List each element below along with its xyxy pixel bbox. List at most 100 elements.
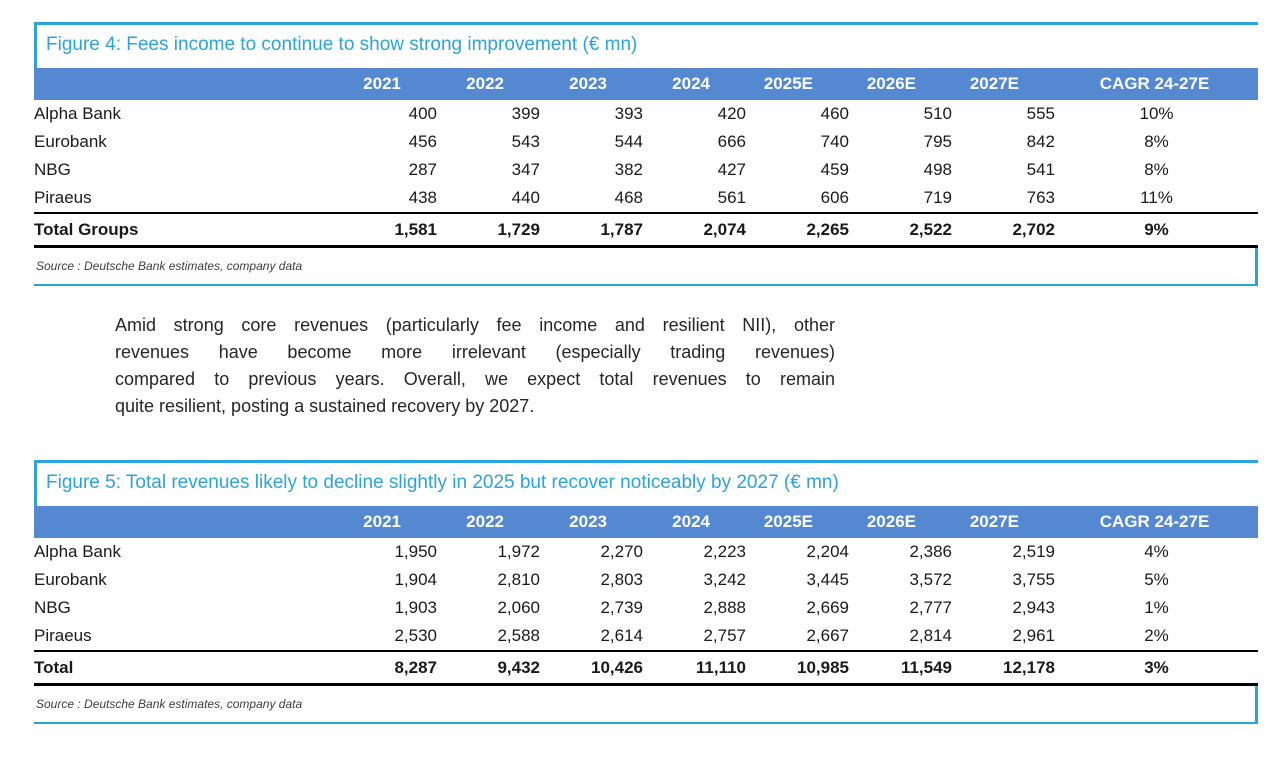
value-cell: 3,572 <box>909 570 952 589</box>
year-column-header: 2023 <box>540 68 643 100</box>
value-cell: 347 <box>511 160 540 179</box>
value-cell: 460 <box>820 104 849 123</box>
total-cagr-cell: 9% <box>1055 212 1258 248</box>
total-row-label: Total Groups <box>34 212 334 248</box>
total-value-cell: 2,074 <box>643 212 746 248</box>
row-label: Piraeus <box>34 626 92 645</box>
total-row-label: Total <box>34 650 334 686</box>
table-row: NBG 1,903 2,060 2,739 2,888 2,669 2,777 … <box>34 594 1258 622</box>
value-cell: 382 <box>614 160 643 179</box>
value-cell: 1,972 <box>497 542 540 561</box>
paragraph-line: Amid strong core revenues (particularly … <box>115 315 835 335</box>
report-page: Figure 4: Fees income to continue to sho… <box>34 22 1258 724</box>
cagr-cell: 8% <box>1144 132 1169 151</box>
value-cell: 2,530 <box>394 626 437 645</box>
value-cell: 3,755 <box>1012 570 1055 589</box>
value-cell: 468 <box>614 188 643 207</box>
table-row: Piraeus 438 440 468 561 606 719 763 11% <box>34 184 1258 213</box>
source-note: Source : Deutsche Bank estimates, compan… <box>36 697 303 711</box>
cagr-cell: 2% <box>1144 626 1169 645</box>
year-column-header: 2022 <box>437 506 540 538</box>
value-cell: 2,270 <box>600 542 643 561</box>
row-label: Alpha Bank <box>34 542 121 561</box>
value-cell: 2,777 <box>909 598 952 617</box>
cagr-cell: 5% <box>1144 570 1169 589</box>
body-paragraph: Amid strong core revenues (particularly … <box>115 312 835 420</box>
value-cell: 393 <box>614 104 643 123</box>
value-cell: 2,888 <box>703 598 746 617</box>
cagr-column-header: CAGR 24-27E <box>1055 68 1258 100</box>
table-row: Alpha Bank 1,950 1,972 2,270 2,223 2,204… <box>34 538 1258 566</box>
value-cell: 420 <box>717 104 746 123</box>
total-value-cell: 10,985 <box>746 650 849 686</box>
table-row: Alpha Bank 400 399 393 420 460 510 555 1… <box>34 100 1258 128</box>
value-cell: 555 <box>1026 104 1055 123</box>
value-cell: 2,739 <box>600 598 643 617</box>
figure-4-title: Figure 4: Fees income to continue to sho… <box>46 34 638 55</box>
figure-4-table: 2021 2022 2023 2024 2025E 2026E 2027E CA… <box>34 68 1258 248</box>
value-cell: 2,814 <box>909 626 952 645</box>
value-cell: 606 <box>820 188 849 207</box>
total-row: Total 8,287 9,432 10,426 11,110 10,985 1… <box>34 650 1258 686</box>
year-column-header: 2024 <box>643 506 746 538</box>
total-value-cell: 11,549 <box>849 650 952 686</box>
value-cell: 795 <box>923 132 952 151</box>
cagr-column-header: CAGR 24-27E <box>1055 506 1258 538</box>
cagr-cell: 4% <box>1144 542 1169 561</box>
value-cell: 3,445 <box>806 570 849 589</box>
total-value-cell: 1,787 <box>540 212 643 248</box>
value-cell: 2,060 <box>497 598 540 617</box>
empty-header-cell <box>34 506 334 538</box>
row-label: Piraeus <box>34 188 92 207</box>
value-cell: 427 <box>717 160 746 179</box>
figure-5-footer: Source : Deutsche Bank estimates, compan… <box>34 686 1258 724</box>
year-column-header: 2025E <box>746 506 849 538</box>
paragraph-line: revenues have become more irrelevant (es… <box>115 342 835 362</box>
source-note: Source : Deutsche Bank estimates, compan… <box>36 259 303 273</box>
value-cell: 2,961 <box>1012 626 1055 645</box>
cagr-cell: 10% <box>1139 104 1174 123</box>
total-value-cell: 10,426 <box>540 650 643 686</box>
value-cell: 510 <box>923 104 952 123</box>
value-cell: 456 <box>408 132 437 151</box>
figure-5-table: 2021 2022 2023 2024 2025E 2026E 2027E CA… <box>34 506 1258 686</box>
total-value-cell: 8,287 <box>334 650 437 686</box>
figure-5-title: Figure 5: Total revenues likely to decli… <box>46 472 839 493</box>
value-cell: 3,242 <box>703 570 746 589</box>
value-cell: 2,204 <box>806 542 849 561</box>
total-cagr-cell: 3% <box>1055 650 1258 686</box>
value-cell: 544 <box>614 132 643 151</box>
year-column-header: 2026E <box>849 506 952 538</box>
figure-4-header: Figure 4: Fees income to continue to sho… <box>34 22 1258 68</box>
row-label: Eurobank <box>34 570 107 589</box>
value-cell: 2,588 <box>497 626 540 645</box>
empty-header-cell <box>34 68 334 100</box>
cagr-cell: 1% <box>1144 598 1169 617</box>
paragraph-line: compared to previous years. Overall, we … <box>115 369 835 389</box>
year-column-header: 2024 <box>643 68 746 100</box>
row-label: Alpha Bank <box>34 104 121 123</box>
value-cell: 666 <box>717 132 746 151</box>
value-cell: 400 <box>408 104 437 123</box>
value-cell: 561 <box>717 188 746 207</box>
row-label: NBG <box>34 598 71 617</box>
table-row: Eurobank 456 543 544 666 740 795 842 8% <box>34 128 1258 156</box>
figure-5: Figure 5: Total revenues likely to decli… <box>34 460 1258 724</box>
total-value-cell: 1,729 <box>437 212 540 248</box>
figure-5-header-row: 2021 2022 2023 2024 2025E 2026E 2027E CA… <box>34 506 1258 538</box>
value-cell: 2,519 <box>1012 542 1055 561</box>
year-column-header: 2021 <box>334 68 437 100</box>
total-value-cell: 2,522 <box>849 212 952 248</box>
value-cell: 1,950 <box>394 542 437 561</box>
figure-4-header-row: 2021 2022 2023 2024 2025E 2026E 2027E CA… <box>34 68 1258 100</box>
value-cell: 543 <box>511 132 540 151</box>
value-cell: 2,757 <box>703 626 746 645</box>
value-cell: 2,223 <box>703 542 746 561</box>
year-column-header: 2022 <box>437 68 540 100</box>
value-cell: 1,904 <box>394 570 437 589</box>
value-cell: 438 <box>408 188 437 207</box>
figure-4: Figure 4: Fees income to continue to sho… <box>34 22 1258 286</box>
row-label: NBG <box>34 160 71 179</box>
total-value-cell: 12,178 <box>952 650 1055 686</box>
value-cell: 399 <box>511 104 540 123</box>
